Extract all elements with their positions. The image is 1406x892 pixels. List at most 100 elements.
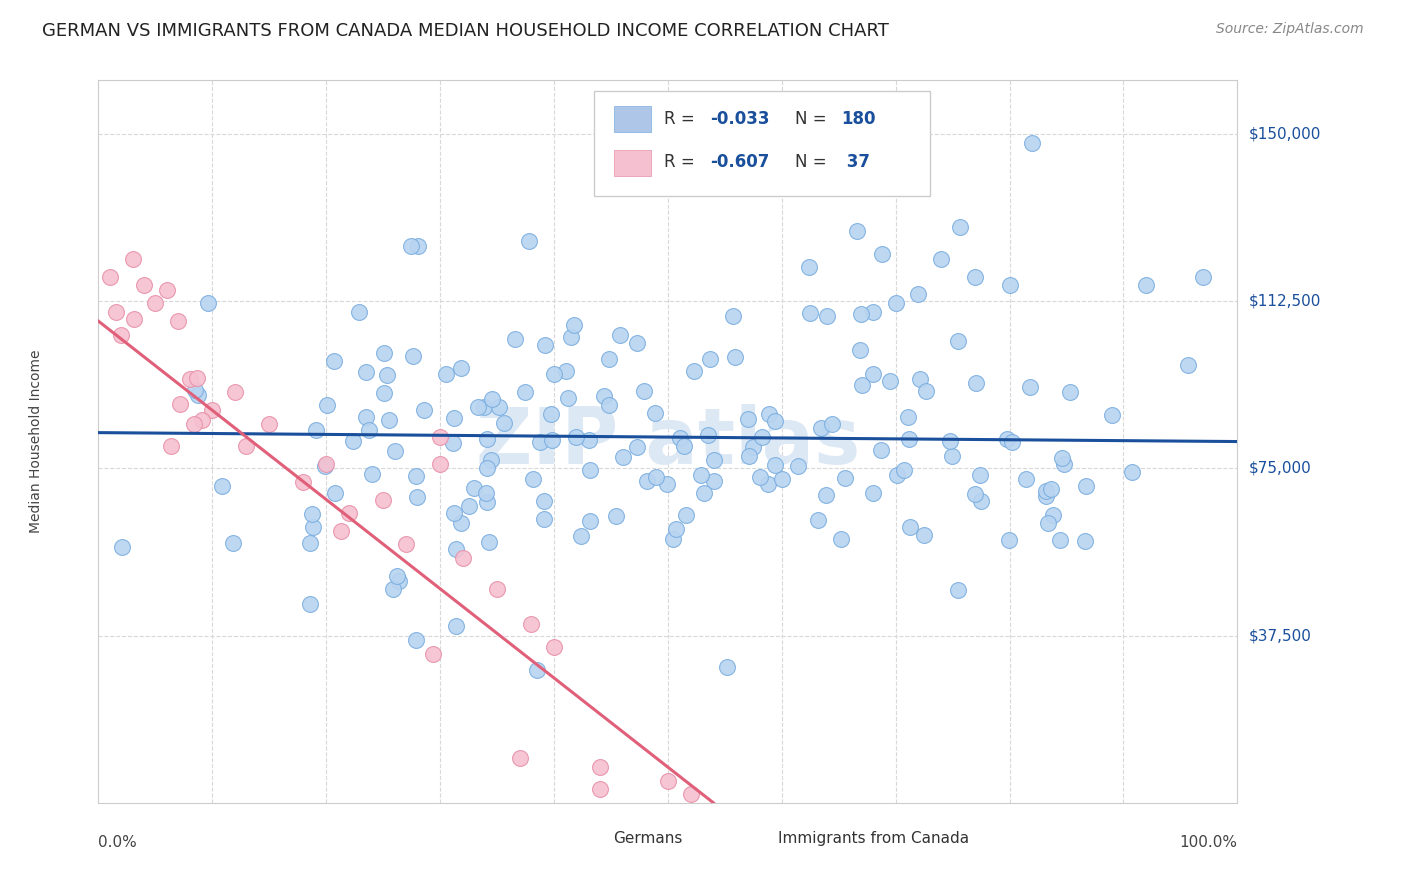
Point: [612, 450, 634, 464]
Point: [529, 434, 551, 449]
Point: [540, 407, 562, 421]
Point: [797, 260, 820, 274]
Point: [520, 617, 543, 632]
Point: [517, 235, 540, 249]
Point: [849, 307, 872, 321]
Point: [322, 354, 344, 368]
Point: [475, 495, 498, 509]
Text: 180: 180: [841, 110, 876, 128]
Point: [443, 506, 465, 520]
Point: [662, 532, 685, 546]
Point: [441, 436, 464, 450]
Point: [579, 514, 602, 528]
Point: [444, 619, 467, 633]
Point: [605, 509, 627, 524]
Point: [756, 476, 779, 491]
Point: [738, 449, 761, 463]
Point: [716, 659, 738, 673]
Point: [679, 787, 702, 801]
Point: [579, 463, 602, 477]
Point: [1021, 136, 1043, 150]
Point: [1192, 269, 1215, 284]
Point: [522, 472, 544, 486]
Point: [830, 532, 852, 546]
Point: [183, 417, 205, 432]
Point: [749, 470, 772, 484]
Point: [382, 582, 405, 597]
Point: [703, 452, 725, 467]
Point: [222, 536, 245, 550]
FancyBboxPatch shape: [565, 830, 599, 846]
Point: [292, 475, 315, 489]
Point: [451, 550, 474, 565]
Point: [121, 252, 143, 266]
Point: [1039, 482, 1062, 496]
Text: 100.0%: 100.0%: [1180, 835, 1237, 850]
Point: [578, 433, 600, 447]
Point: [1053, 457, 1076, 471]
Point: [503, 333, 526, 347]
Text: GERMAN VS IMMIGRANTS FROM CANADA MEDIAN HOUSEHOLD INCOME CORRELATION CHART: GERMAN VS IMMIGRANTS FROM CANADA MEDIAN …: [42, 22, 889, 40]
Point: [1042, 508, 1064, 522]
Point: [565, 430, 588, 444]
Point: [543, 640, 565, 654]
Point: [636, 474, 658, 488]
Point: [644, 470, 666, 484]
Point: [315, 398, 337, 412]
Point: [675, 508, 697, 522]
Point: [314, 458, 336, 473]
Text: R =: R =: [665, 110, 700, 128]
Point: [384, 444, 406, 458]
Point: [122, 311, 145, 326]
Point: [799, 305, 821, 319]
Point: [657, 773, 679, 788]
Point: [626, 336, 648, 351]
Point: [1050, 451, 1073, 466]
Point: [429, 430, 451, 444]
Point: [949, 219, 972, 234]
Point: [479, 453, 502, 467]
Point: [98, 269, 121, 284]
Point: [672, 439, 695, 453]
Point: [810, 421, 832, 435]
Point: [815, 310, 838, 324]
Point: [969, 467, 991, 482]
Point: [472, 401, 495, 415]
Point: [946, 583, 969, 598]
Point: [361, 467, 384, 482]
Point: [644, 406, 666, 420]
Point: [912, 527, 935, 541]
Point: [1049, 533, 1071, 547]
Point: [488, 400, 510, 414]
Point: [463, 482, 485, 496]
Point: [737, 411, 759, 425]
Point: [834, 470, 856, 484]
Point: [633, 384, 655, 399]
Point: [305, 423, 328, 437]
Point: [998, 278, 1021, 293]
Point: [699, 352, 721, 367]
Point: [690, 468, 713, 483]
Text: ZIP atlas: ZIP atlas: [475, 403, 860, 480]
Point: [915, 384, 938, 398]
Point: [1001, 434, 1024, 449]
Point: [186, 370, 208, 384]
FancyBboxPatch shape: [593, 91, 929, 196]
Point: [693, 486, 716, 500]
Point: [886, 468, 908, 483]
Point: [995, 433, 1018, 447]
Point: [1059, 384, 1081, 399]
Point: [588, 782, 610, 797]
Point: [444, 541, 467, 556]
Point: [111, 540, 134, 554]
Point: [513, 385, 536, 400]
Point: [179, 372, 201, 386]
Point: [434, 367, 457, 381]
Point: [965, 376, 987, 390]
Point: [998, 533, 1021, 547]
Point: [184, 383, 207, 397]
Point: [970, 494, 993, 508]
Point: [751, 430, 773, 444]
Point: [965, 269, 987, 284]
Text: $150,000: $150,000: [1249, 127, 1320, 141]
